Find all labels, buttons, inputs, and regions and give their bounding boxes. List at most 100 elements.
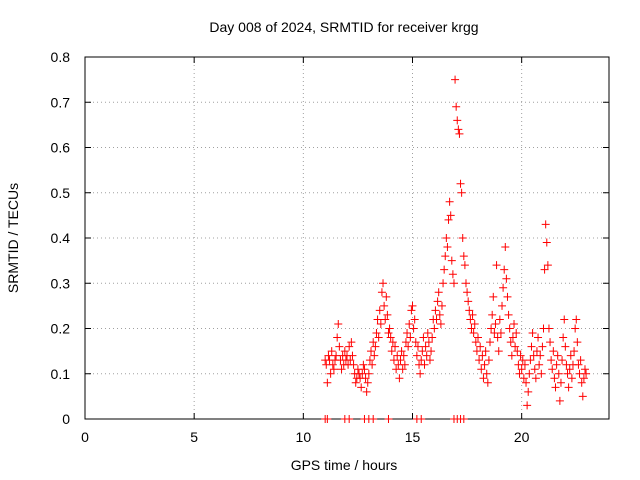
data-point [363,378,372,387]
data-point [368,360,377,369]
data-point [328,360,337,369]
data-point [522,378,531,387]
data-point [372,329,381,338]
data-point [499,283,508,292]
data-point [566,351,575,360]
data-point [570,347,579,356]
data-point [410,315,419,324]
data-point [536,351,545,360]
data-point [431,306,440,315]
data-point [447,256,456,265]
data-point [387,347,396,356]
data-point [565,365,574,374]
data-point [424,338,433,347]
data-point [333,333,342,342]
data-point [448,270,457,279]
data-point [364,369,373,378]
data-point [553,351,562,360]
data-point [577,378,586,387]
data-point [578,392,587,401]
data-point [464,297,473,306]
data-point [481,347,490,356]
data-point [440,265,449,274]
data-point [373,315,382,324]
y-tick-label: 0.8 [51,49,71,65]
data-point [455,129,464,138]
data-point [532,347,541,356]
data-point [463,288,472,297]
data-point [513,347,522,356]
data-point [512,329,521,338]
data-point [475,356,484,365]
data-point [564,383,573,392]
data-point [396,356,405,365]
data-point [388,338,397,347]
data-point [528,329,537,338]
data-point [380,301,389,310]
data-point [543,261,552,270]
data-point [461,279,470,288]
data-point [456,179,465,188]
data-point [486,338,495,347]
data-point [326,369,335,378]
data-point [459,252,468,261]
data-point [417,356,426,365]
data-point [552,360,561,369]
data-point [411,338,420,347]
data-point [563,369,572,378]
data-point [500,265,509,274]
data-point [525,369,534,378]
data-point [465,306,474,315]
data-point [548,365,557,374]
data-point [571,324,580,333]
data-point [478,351,487,360]
data-point [471,338,480,347]
data-point [550,374,559,383]
data-point [444,215,453,224]
data-point [484,356,493,365]
data-point [540,265,549,274]
data-point [544,324,553,333]
data-point [459,415,468,423]
data-point [524,387,533,396]
data-point [395,374,404,383]
data-point [351,378,360,387]
data-point [530,365,539,374]
data-point [369,338,378,347]
data-point [482,369,491,378]
data-point [323,415,332,423]
data-point [501,243,510,252]
data-point [506,338,515,347]
data-point [518,356,527,365]
data-point [505,324,514,333]
data-point [558,356,567,365]
data-point [346,356,355,365]
data-point [504,310,513,319]
data-point [555,396,564,405]
data-point [517,365,526,374]
data-point [477,365,486,374]
y-tick-label: 0 [62,411,70,427]
data-point [416,369,425,378]
data-point [374,333,383,342]
y-tick-label: 0.2 [51,321,71,337]
data-point [503,292,512,301]
data-point [476,342,485,351]
data-point [442,234,451,242]
data-point [502,274,511,283]
data-point [526,356,535,365]
data-point [403,329,412,338]
data-point [334,319,343,328]
data-point [515,369,524,378]
data-point [377,288,386,297]
data-point [407,306,416,315]
y-axis-label: SRMTID / TECUs [5,183,21,293]
data-point [382,292,391,301]
data-point [348,351,357,360]
data-point [417,415,426,423]
data-point [498,301,507,310]
data-point [573,338,582,347]
data-point [445,197,454,206]
data-point [488,310,497,319]
